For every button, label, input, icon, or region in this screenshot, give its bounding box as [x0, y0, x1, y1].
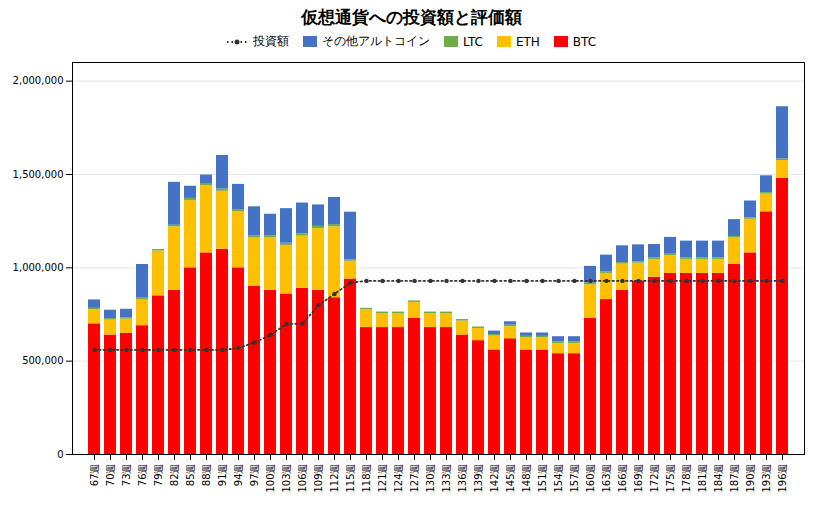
svg-text:121週: 121週: [377, 464, 388, 493]
svg-text:151週: 151週: [537, 464, 548, 493]
svg-text:133週: 133週: [441, 464, 452, 493]
svg-text:115週: 115週: [345, 464, 356, 493]
svg-text:157週: 157週: [569, 464, 580, 493]
svg-text:76週: 76週: [137, 464, 148, 487]
svg-text:85週: 85週: [185, 464, 196, 487]
svg-text:139週: 139週: [473, 464, 484, 493]
svg-text:190週: 190週: [745, 464, 756, 493]
svg-text:172週: 172週: [649, 464, 660, 493]
html-text:仮想通貨への投資額と評価額: 仮想通貨への投資額と評価額: [300, 7, 522, 27]
html-text:LTC: LTC: [462, 34, 483, 49]
svg-text:187週: 187週: [729, 464, 740, 493]
svg-text:1,500,000: 1,500,000: [13, 169, 64, 180]
svg-text:97週: 97週: [249, 464, 260, 487]
svg-text:154週: 154週: [553, 464, 564, 493]
svg-text:79週: 79週: [153, 464, 164, 487]
svg-text:136週: 136週: [457, 464, 468, 493]
svg-text:118週: 118週: [361, 464, 372, 493]
svg-text:127週: 127週: [409, 464, 420, 493]
svg-text:124週: 124週: [393, 464, 404, 493]
svg-text:148週: 148週: [521, 464, 532, 493]
svg-text:184週: 184週: [713, 464, 724, 493]
svg-text:145週: 145週: [505, 464, 516, 493]
svg-text:196週: 196週: [777, 464, 788, 493]
svg-text:91週: 91週: [217, 464, 228, 487]
svg-text:82週: 82週: [169, 464, 180, 487]
svg-text:169週: 169週: [633, 464, 644, 493]
svg-text:2,000,000: 2,000,000: [13, 75, 64, 86]
svg-text:94週: 94週: [233, 464, 244, 487]
svg-text:0: 0: [57, 449, 63, 460]
svg-text:500,000: 500,000: [22, 355, 63, 366]
svg-text:88週: 88週: [201, 464, 212, 487]
svg-text:103週: 103週: [281, 464, 292, 493]
svg-text:193週: 193週: [761, 464, 772, 493]
svg-text:166週: 166週: [617, 464, 628, 493]
svg-text:130週: 130週: [425, 464, 436, 493]
svg-text:142週: 142週: [489, 464, 500, 493]
svg-text:73週: 73週: [121, 464, 132, 487]
svg-text:160週: 160週: [585, 464, 596, 493]
html-text:その他アルトコイン: その他アルトコイン: [321, 34, 430, 48]
svg-text:163週: 163週: [601, 464, 612, 493]
svg-text:178週: 178週: [681, 464, 692, 493]
svg-text:175週: 175週: [665, 464, 676, 493]
svg-text:1,000,000: 1,000,000: [13, 262, 64, 273]
svg-text:70週: 70週: [105, 464, 116, 487]
svg-text:109週: 109週: [313, 464, 324, 493]
svg-text:100週: 100週: [265, 464, 276, 493]
html-text:投資額: 投資額: [252, 34, 289, 48]
html-text:ETH: ETH: [515, 34, 540, 49]
html-text:BTC: BTC: [572, 34, 597, 49]
svg-text:112週: 112週: [329, 464, 340, 493]
svg-text:67週: 67週: [89, 464, 100, 487]
svg-text:181週: 181週: [697, 464, 708, 493]
svg-text:106週: 106週: [297, 464, 308, 493]
